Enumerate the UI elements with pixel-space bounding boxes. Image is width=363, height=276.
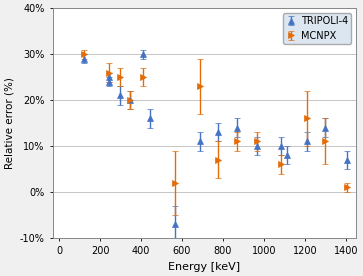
X-axis label: Energy [keV]: Energy [keV] [168, 262, 241, 272]
Y-axis label: Relative error (%): Relative error (%) [4, 77, 14, 169]
Legend: TRIPOLI-4, MCNPX: TRIPOLI-4, MCNPX [282, 13, 351, 44]
